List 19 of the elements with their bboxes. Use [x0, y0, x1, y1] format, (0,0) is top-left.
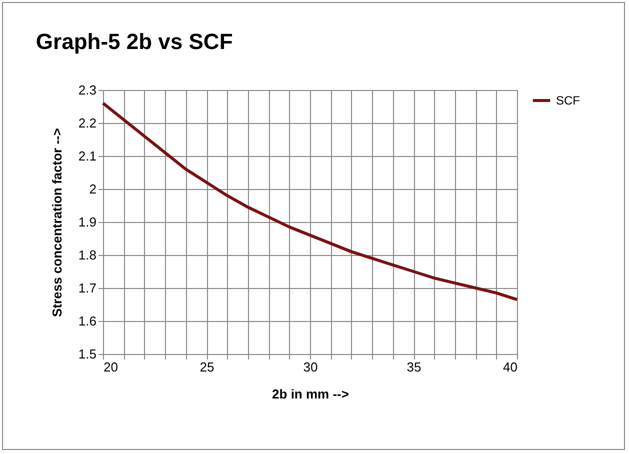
y-tick-label: 1.5: [78, 346, 96, 362]
y-tick-label: 1.8: [78, 248, 96, 262]
y-tick-label: 1.9: [78, 214, 96, 230]
x-tick-label: 35: [406, 360, 422, 374]
y-axis-title: Stress concentration factor -->: [49, 128, 64, 317]
x-tick-label: 20: [104, 360, 118, 374]
x-axis-title: 2b in mm -->: [272, 386, 350, 402]
line-series: [102, 102, 518, 302]
y-tick-label: 2.1: [78, 148, 96, 164]
y-tick-label: 2: [89, 182, 96, 196]
x-tick-label: 25: [200, 360, 214, 374]
y-tick-label: 1.6: [78, 314, 96, 328]
legend-label: SCF: [556, 94, 580, 108]
chart-title: Graph-5 2b vs SCF: [36, 29, 233, 54]
x-tick-label: 40: [503, 360, 518, 374]
y-tick-label: 2.3: [78, 82, 96, 98]
y-tick-label: 2.2: [78, 116, 96, 130]
y-tick-label: 1.7: [78, 280, 96, 296]
x-tick-label: 30: [303, 360, 318, 374]
